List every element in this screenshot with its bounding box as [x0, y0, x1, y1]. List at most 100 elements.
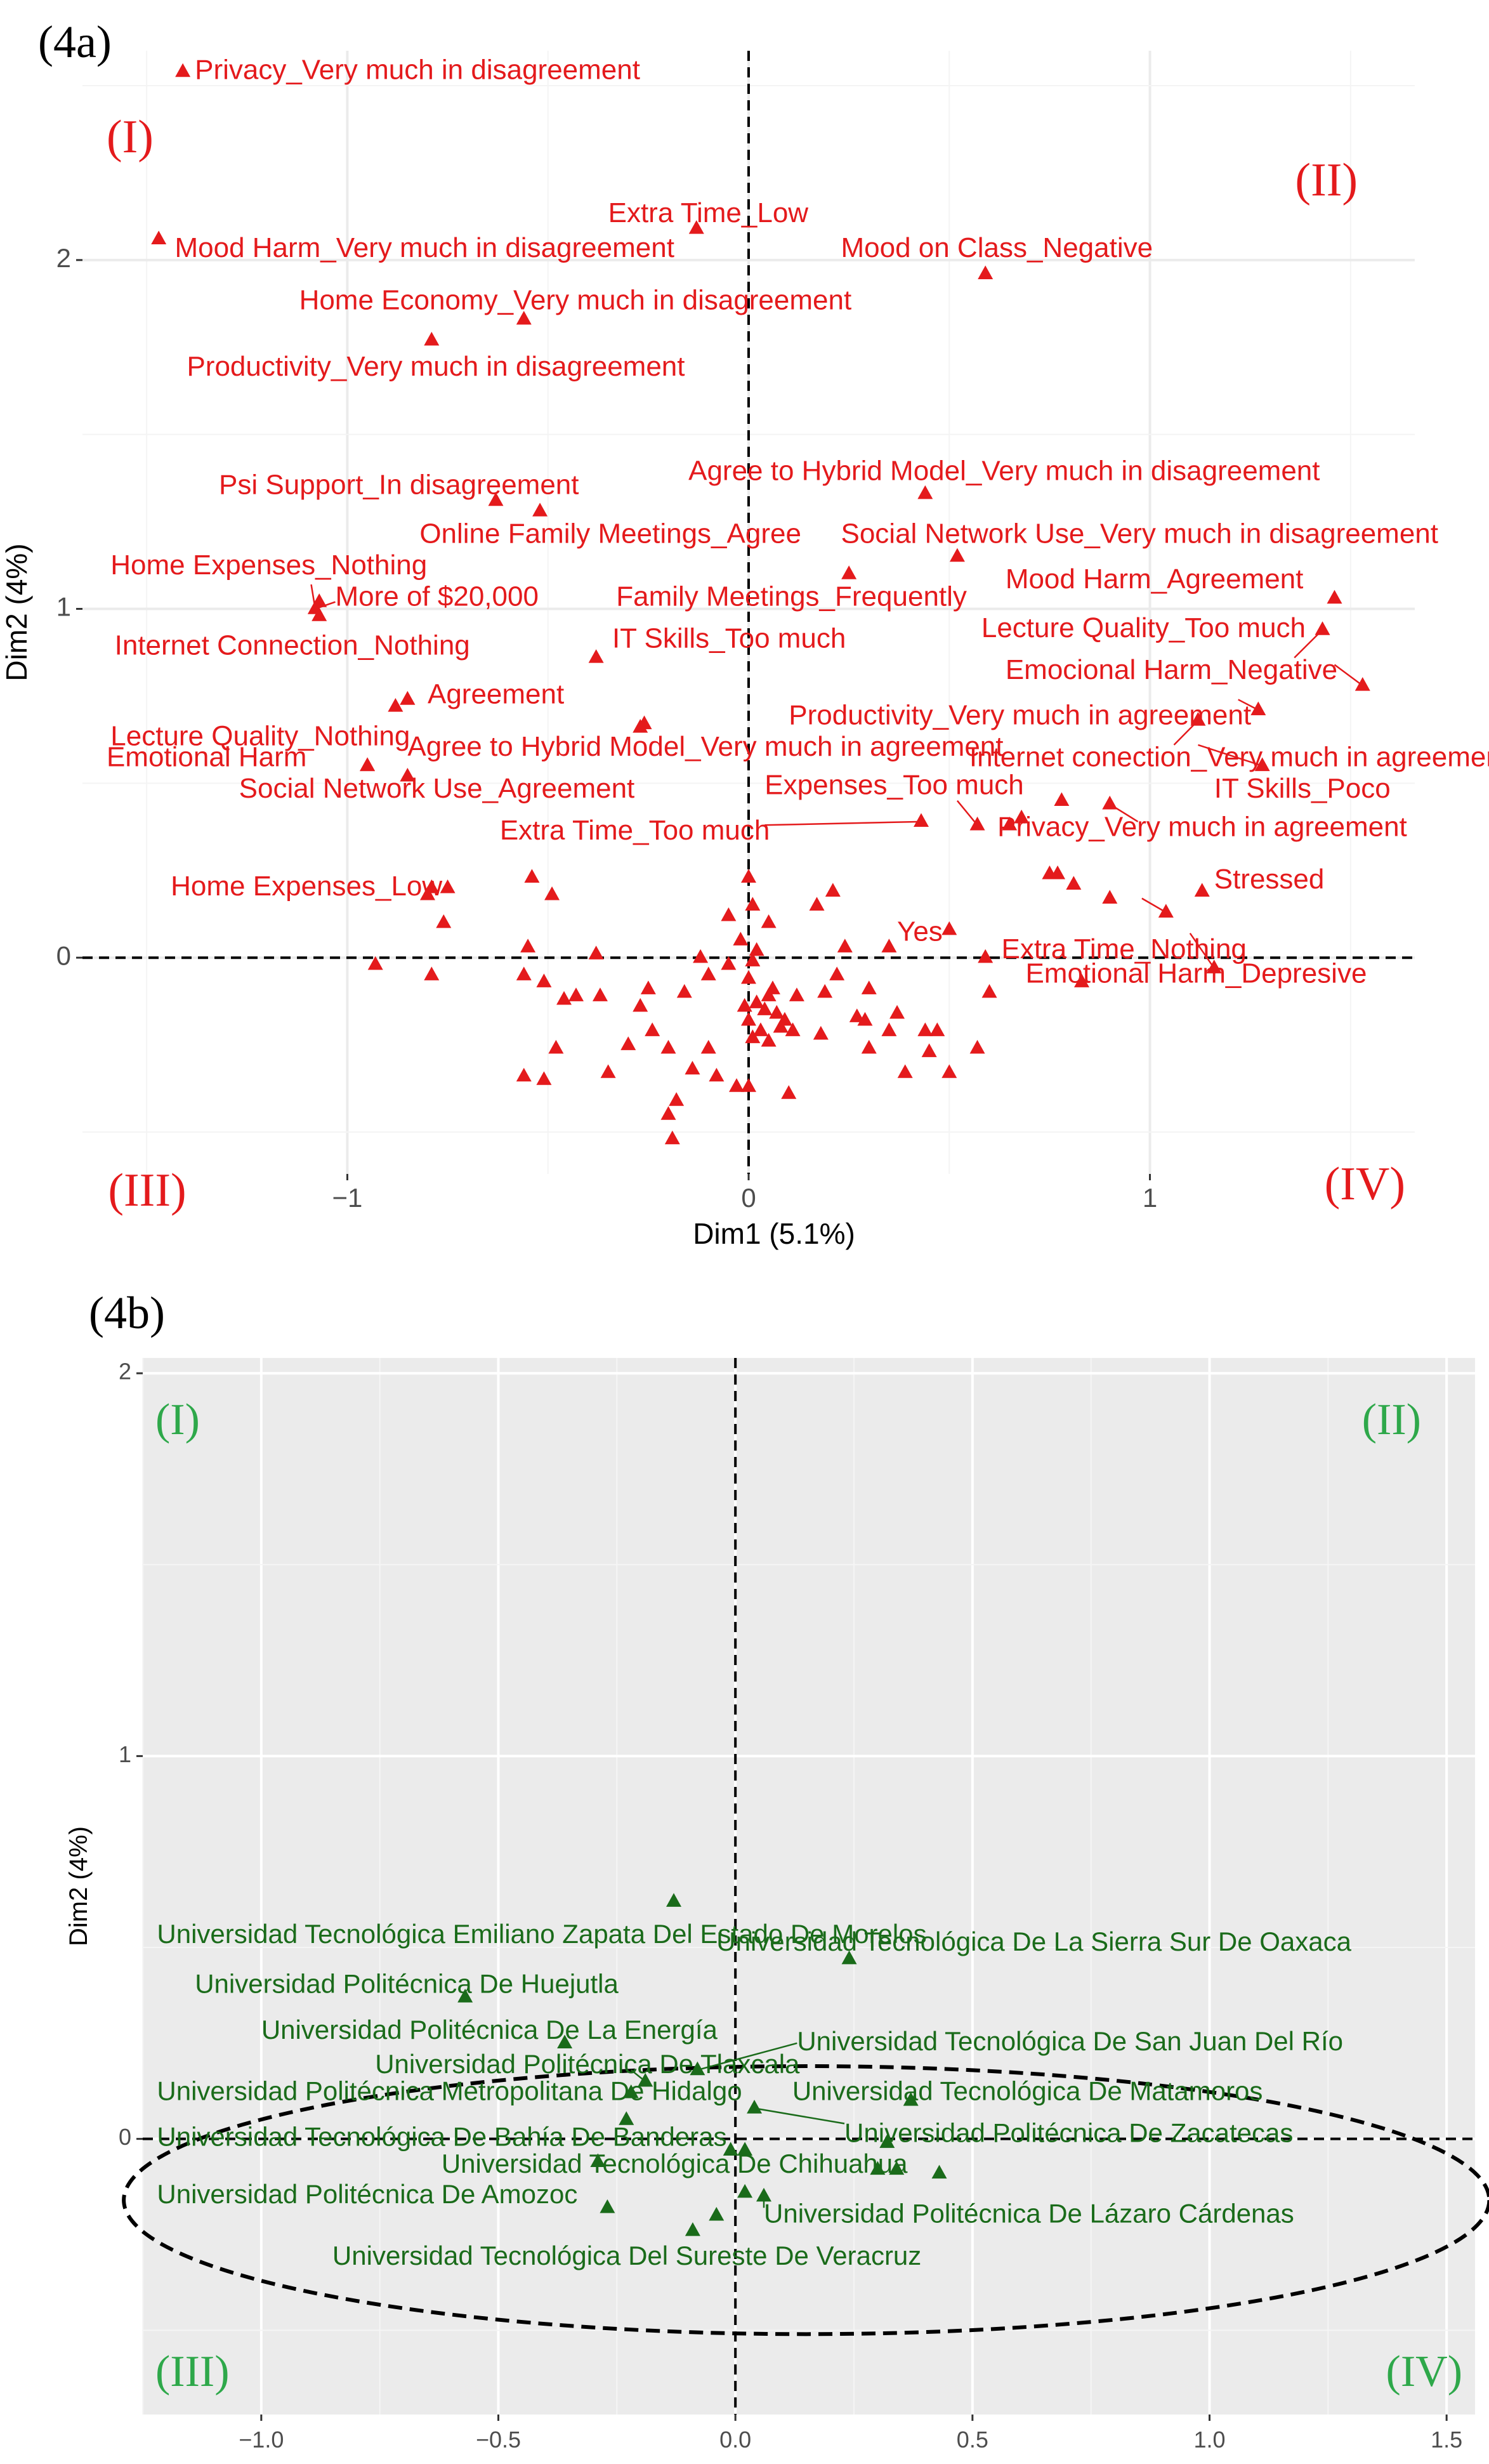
- point-label: Universidad Politécnica De Lázaro Cárden…: [764, 2198, 1294, 2228]
- data-point: [745, 897, 761, 911]
- leader-line: [956, 800, 978, 826]
- panel-label: (4a): [38, 16, 112, 67]
- point-label: Yes: [897, 916, 943, 947]
- chart-4b: Universidad Tecnológica Emiliano Zapata …: [23, 1288, 1489, 2464]
- data-point: [756, 2187, 772, 2202]
- data-point: [457, 1989, 473, 2003]
- data-point: [764, 980, 780, 994]
- data-point: [685, 1060, 700, 1075]
- data-point: [664, 1130, 680, 1145]
- leader-line: [1198, 744, 1263, 767]
- data-point: [1250, 701, 1266, 716]
- data-point: [568, 987, 584, 1001]
- data-point: [520, 939, 536, 952]
- leader-line: [764, 820, 922, 826]
- data-point: [645, 1022, 660, 1036]
- data-point: [789, 987, 804, 1001]
- leader-line: [697, 2042, 797, 2071]
- point-label: Agree to Hybrid Model_Very much in disag…: [688, 456, 1320, 487]
- point-label: Universidad Politécnica Metropolitana De…: [157, 2076, 742, 2105]
- data-point: [1315, 621, 1330, 635]
- data-point: [1355, 677, 1370, 691]
- point-label: Universidad Politécnica De Tlaxcala: [375, 2049, 800, 2079]
- data-point: [1206, 959, 1222, 973]
- data-point: [849, 1008, 865, 1022]
- point-label: Universidad Politécnica De Zacatecas: [844, 2118, 1293, 2148]
- y-axis-title: Dim2 (4%): [0, 543, 33, 681]
- data-point: [741, 970, 756, 984]
- point-label: Social Network Use_Very much in disagree…: [841, 518, 1438, 550]
- data-point: [424, 331, 440, 346]
- x-tick-label: −1.0: [239, 2427, 284, 2453]
- data-point: [841, 1950, 857, 1965]
- data-point: [532, 503, 548, 517]
- data-point: [590, 2153, 606, 2168]
- point-label: Agreement: [428, 679, 564, 710]
- point-label: Extra Time_Low: [608, 197, 809, 228]
- point-label: Universidad Tecnológica De Chihuahua: [442, 2149, 908, 2178]
- point-label: Universidad Tecnológica Del Sureste De V…: [332, 2241, 921, 2270]
- data-point: [773, 1018, 789, 1033]
- data-point: [1066, 876, 1082, 890]
- data-point: [1074, 973, 1089, 987]
- data-point: [419, 886, 435, 900]
- data-point: [929, 1022, 945, 1036]
- data-point: [588, 945, 604, 959]
- data-point: [1194, 883, 1210, 897]
- data-point: [737, 2184, 753, 2198]
- data-point: [981, 984, 997, 998]
- data-point: [737, 2142, 753, 2156]
- point-label: Emocional Harm_Negative: [1006, 654, 1337, 685]
- point-label: Privacy_Very much in agreement: [997, 811, 1407, 842]
- data-point: [785, 1022, 801, 1036]
- point-label: Home Economy_Very much in disagreement: [299, 284, 852, 315]
- point-label: Social Network Use_Agreement: [239, 773, 635, 804]
- point-label: IT Skills_Poco: [1214, 773, 1391, 804]
- data-point: [721, 956, 737, 970]
- data-point: [941, 921, 957, 935]
- point-label: Universidad Politécnica De La Energía: [261, 2015, 718, 2045]
- data-point: [829, 966, 845, 980]
- quadrant-label-ii: (II): [1295, 154, 1358, 206]
- y-tick-label: 1: [119, 1741, 131, 1767]
- data-point: [557, 2034, 573, 2049]
- data-point: [709, 1067, 725, 1082]
- quadrant-label-ii: (II): [1362, 1395, 1421, 1444]
- data-point: [1050, 865, 1066, 880]
- data-point: [700, 966, 716, 980]
- data-point: [889, 2161, 905, 2175]
- data-point: [548, 1039, 564, 1054]
- data-point: [897, 1064, 913, 1078]
- plot-background: [143, 1358, 1475, 2415]
- data-point: [488, 492, 504, 506]
- data-point: [917, 485, 933, 499]
- data-point: [633, 998, 648, 1012]
- x-tick-label: 1.5: [1431, 2427, 1462, 2453]
- quadrant-label-iii: (III): [108, 1164, 186, 1216]
- data-point: [660, 1039, 676, 1054]
- data-point: [1254, 757, 1270, 772]
- x-tick-label: 0.0: [719, 2427, 751, 2453]
- point-label: Mood on Class_Negative: [841, 232, 1153, 263]
- data-point: [1002, 816, 1018, 831]
- data-point: [544, 886, 560, 900]
- quadrant-label-iv: (IV): [1325, 1158, 1405, 1210]
- data-point: [969, 816, 985, 831]
- point-label: Stressed: [1214, 864, 1325, 895]
- quadrant-label-i: (I): [155, 1395, 200, 1444]
- point-label: More of $20,000: [335, 581, 538, 612]
- data-point: [817, 984, 833, 998]
- data-point: [440, 879, 456, 893]
- x-axis-title: Dim1 (5.1%): [738, 2462, 879, 2464]
- x-tick-label: −1: [332, 1183, 363, 1213]
- point-label: Emotional Harm: [107, 741, 306, 772]
- data-point: [424, 966, 440, 980]
- data-point: [690, 2061, 705, 2076]
- data-point: [857, 1011, 873, 1026]
- data-point: [660, 1106, 676, 1120]
- data-point: [1190, 712, 1206, 726]
- data-point: [600, 1064, 616, 1078]
- data-point: [752, 1022, 768, 1036]
- data-point: [619, 2111, 634, 2125]
- point-label: Universidad Politécnica De Amozoc: [157, 2179, 577, 2209]
